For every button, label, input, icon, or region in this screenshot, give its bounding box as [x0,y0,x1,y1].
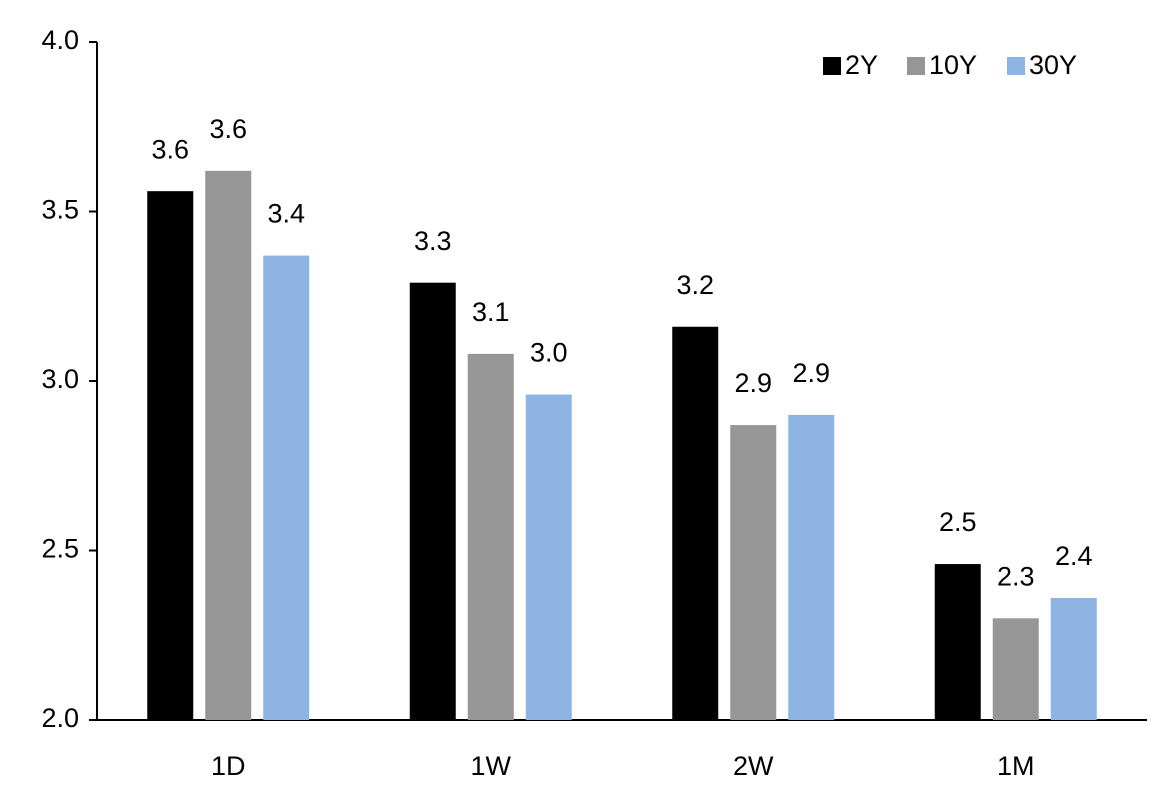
value-label: 2.3 [997,561,1035,591]
value-label: 3.4 [267,199,305,229]
bar [788,414,835,720]
value-label: 3.3 [414,226,452,256]
bar [1050,597,1097,720]
value-label: 3.1 [472,297,510,327]
legend-swatch [823,57,841,75]
bar [467,353,514,720]
bar [730,425,777,720]
y-tick-label: 2.5 [41,534,79,564]
y-tick-label: 3.5 [41,195,79,225]
value-label: 2.5 [939,507,977,537]
value-label: 3.6 [151,134,189,164]
legend-swatch [907,57,925,75]
value-label: 2.9 [734,368,772,398]
bar [409,282,456,720]
x-tick-label: 1M [997,751,1035,781]
value-label: 3.2 [676,270,714,300]
bar [147,191,194,720]
bar [525,394,572,720]
bar [672,326,719,720]
value-label: 3.6 [209,114,247,144]
bar [992,618,1039,720]
y-tick-label: 4.0 [41,25,79,55]
legend-label: 2Y [845,50,878,80]
x-tick-label: 2W [733,751,774,781]
y-tick-label: 3.0 [41,364,79,394]
y-tick-label: 2.0 [41,703,79,733]
value-label: 3.0 [530,338,568,368]
bar [934,564,981,720]
x-tick-label: 1W [471,751,512,781]
value-label: 2.9 [792,358,830,388]
legend-swatch [1007,57,1025,75]
x-tick-label: 1D [211,751,246,781]
legend-label: 30Y [1029,50,1077,80]
bar [263,255,310,720]
bar [205,170,252,720]
legend-label: 10Y [929,50,977,80]
value-label: 2.4 [1055,541,1093,571]
